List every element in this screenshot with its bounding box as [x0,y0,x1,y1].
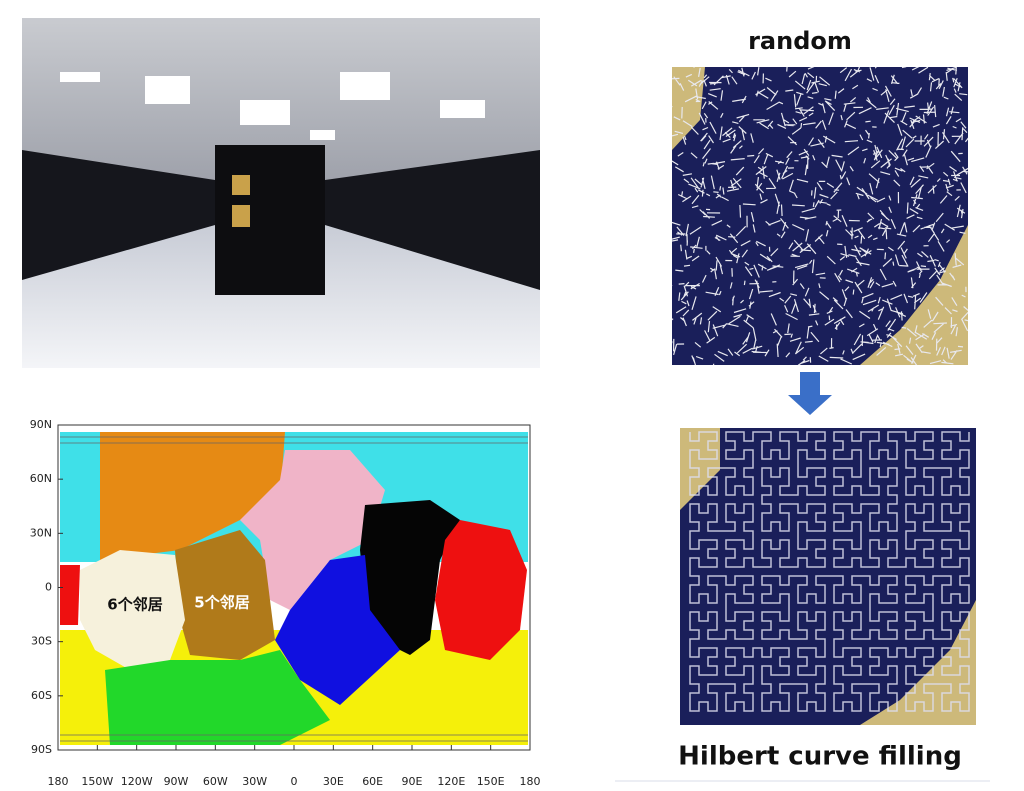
lon-label: 60W [203,775,228,788]
map: 6个邻居 5个邻居 [57,424,531,751]
panel-label: Hilbert curve filling [678,742,962,772]
lon-label: 150W [81,775,113,788]
lat-label: 60N [30,472,52,485]
region-label: 5个邻居 [194,594,249,612]
hilbert-mesh [680,428,976,725]
photo [22,18,540,368]
lon-label: 180 [48,775,69,788]
mesh-lines [672,67,968,365]
lat-label: 30S [31,635,52,648]
lon-label: 90W [164,775,189,788]
lat-label: 90N [30,418,52,431]
lon-label: 150E [477,775,505,788]
arrow [788,372,832,415]
region-label: 6个邻居 [107,596,162,614]
lat-label: 30N [30,526,52,539]
map-axes: 90N 60N 30N 0 30S 60S 90S 180 150W 120W 90W 60W 30W 0… [30,418,541,788]
lon-label: 0 [291,775,298,788]
lon-label: 180 [520,775,541,788]
lat-label: 0 [45,581,52,594]
lon-label: 120W [121,775,153,788]
lat-label: 90S [31,743,52,756]
lat-label: 60S [31,689,52,702]
lon-label: 90E [402,775,423,788]
hilbert-curve [689,431,970,712]
lon-label: 30E [323,775,344,788]
lon-label: 120E [437,775,465,788]
panel-label: random [748,27,852,55]
lon-label: 60E [362,775,383,788]
random-mesh [672,67,968,365]
lon-label: 30W [242,775,267,788]
